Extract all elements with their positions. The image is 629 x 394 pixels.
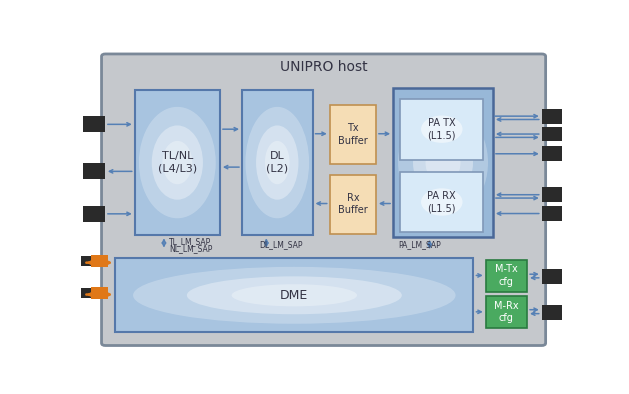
Ellipse shape — [245, 107, 309, 218]
Bar — [542, 127, 562, 141]
Ellipse shape — [139, 107, 216, 218]
Bar — [84, 117, 105, 132]
Text: PA_LM_SAP: PA_LM_SAP — [398, 240, 441, 249]
Ellipse shape — [187, 276, 402, 314]
Ellipse shape — [231, 284, 357, 307]
FancyBboxPatch shape — [486, 296, 527, 328]
Text: UNIPRO host: UNIPRO host — [279, 60, 367, 74]
Text: DL
(L2): DL (L2) — [266, 151, 288, 174]
Bar — [81, 256, 91, 266]
FancyBboxPatch shape — [401, 99, 483, 160]
Bar — [542, 269, 562, 284]
Bar — [542, 147, 562, 161]
Text: DME: DME — [280, 289, 308, 302]
Ellipse shape — [133, 267, 455, 324]
FancyBboxPatch shape — [330, 175, 376, 234]
Text: M-Rx
cfg: M-Rx cfg — [494, 301, 519, 323]
FancyBboxPatch shape — [135, 90, 220, 235]
Ellipse shape — [256, 125, 299, 200]
Text: Rx
Buffer: Rx Buffer — [338, 193, 368, 216]
Bar — [81, 288, 91, 298]
FancyBboxPatch shape — [101, 54, 545, 346]
Ellipse shape — [413, 125, 473, 201]
FancyBboxPatch shape — [393, 88, 493, 237]
FancyBboxPatch shape — [330, 105, 376, 164]
Ellipse shape — [421, 115, 462, 143]
Text: PA TX
(L1.5): PA TX (L1.5) — [428, 118, 456, 140]
Text: TL_LM_SAP: TL_LM_SAP — [169, 237, 211, 246]
FancyBboxPatch shape — [486, 260, 527, 292]
Ellipse shape — [162, 141, 192, 184]
Text: PA RX
(L1.5): PA RX (L1.5) — [428, 191, 456, 213]
FancyBboxPatch shape — [401, 172, 483, 232]
Text: TL/NL
(L4/L3): TL/NL (L4/L3) — [158, 151, 197, 174]
Ellipse shape — [398, 106, 488, 219]
Bar — [84, 164, 105, 179]
Text: Tx
Buffer: Tx Buffer — [338, 123, 368, 146]
Text: DL_LM_SAP: DL_LM_SAP — [259, 240, 303, 249]
FancyBboxPatch shape — [242, 90, 313, 235]
Text: NL_LM_SAP: NL_LM_SAP — [169, 244, 212, 253]
Bar — [542, 109, 562, 124]
Ellipse shape — [152, 125, 203, 200]
Bar — [91, 287, 108, 299]
Ellipse shape — [265, 141, 289, 184]
Ellipse shape — [421, 188, 462, 216]
Bar — [542, 305, 562, 320]
Text: M-Tx
cfg: M-Tx cfg — [495, 264, 518, 287]
Ellipse shape — [426, 140, 460, 185]
Bar — [542, 206, 562, 221]
FancyBboxPatch shape — [115, 258, 474, 333]
Bar — [91, 255, 108, 267]
Bar — [84, 206, 105, 222]
Bar — [542, 188, 562, 202]
